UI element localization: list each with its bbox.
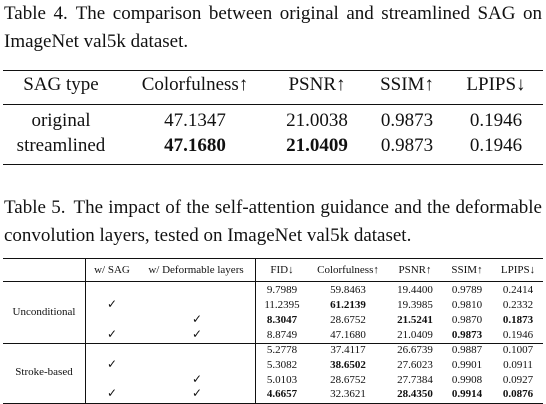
table5-cell-ssim: 0.9789 — [451, 284, 483, 296]
table5-cell-colorfulness: 28.6752 — [330, 374, 366, 386]
table5-vline-2 — [255, 258, 256, 403]
table5-cell-colorfulness: 38.6502 — [330, 359, 366, 371]
table5-cell-fid: 9.7989 — [266, 284, 298, 296]
table4-cell-type: original — [31, 110, 91, 131]
table5-sag-check: ✓ — [106, 327, 118, 341]
table5-cell-fid: 5.3082 — [266, 359, 298, 371]
table5-cell-lpips: 0.0911 — [503, 359, 533, 371]
table5-cell-fid: 5.2778 — [266, 344, 298, 356]
table5-label: Table 5. — [4, 197, 66, 218]
table5-header-fid: FID↓ — [270, 264, 294, 276]
table5-cell-psnr: 21.0409 — [397, 329, 433, 341]
table5-header-lpips: LPIPS↓ — [500, 264, 536, 276]
table5-header-psnr: PSNR↑ — [398, 264, 432, 276]
table4-header-rule — [3, 104, 543, 105]
table5-caption: Table 5. The impact of the self-attention… — [4, 194, 542, 250]
table5-group-stroke-based: Stroke-based — [15, 366, 73, 378]
table5-cell-psnr: 28.4350 — [397, 388, 433, 400]
table5-cell-lpips: 0.1007 — [502, 344, 534, 356]
table4-cell-colorfulness: 47.1347 — [164, 110, 226, 131]
table5-cell-ssim: 0.9810 — [451, 299, 483, 311]
table5-cell-ssim: 0.9914 — [451, 388, 483, 400]
table4-caption-text: The comparison between original and stre… — [4, 3, 542, 52]
table5-deform-check: ✓ — [191, 327, 203, 341]
table5-cell-colorfulness: 59.8463 — [330, 284, 366, 296]
table5-deform-check: ✓ — [191, 372, 203, 386]
table4-header-colorfulness: Colorfulness↑ — [141, 74, 249, 95]
table4-cell-lpips: 0.1946 — [469, 110, 523, 131]
table5-header-rule — [3, 281, 543, 282]
table5-caption-text: The impact of the self-attention guidanc… — [4, 197, 542, 246]
table5-cell-lpips: 0.2414 — [502, 284, 534, 296]
table5-cell-lpips: 0.0927 — [502, 374, 534, 386]
table5-cell-fid: 11.2395 — [264, 299, 300, 311]
table5-deform-check: ✓ — [191, 312, 203, 326]
table5-sag-check: ✓ — [106, 297, 118, 311]
table5-vline-1 — [85, 258, 86, 403]
table4-caption: Table 4. The comparison between original … — [4, 0, 542, 56]
table5-cell-colorfulness: 47.1680 — [330, 329, 366, 341]
table5-cell-colorfulness: 61.2139 — [330, 299, 366, 311]
table5-cell-ssim: 0.9887 — [451, 344, 483, 356]
table5-header-colorfulness: Colorfulness↑ — [317, 264, 379, 276]
table5-cell-psnr: 26.6739 — [397, 344, 433, 356]
table5-cell-colorfulness: 37.4117 — [330, 344, 366, 356]
table4-cell-ssim: 0.9873 — [380, 110, 434, 131]
table4-cell-colorfulness: 47.1680 — [164, 135, 226, 156]
table5-sag-check: ✓ — [106, 357, 118, 371]
table4-cell-psnr: 21.0409 — [286, 135, 348, 156]
table5-cell-fid: 8.3047 — [266, 314, 298, 326]
table4-cell-lpips: 0.1946 — [469, 135, 523, 156]
table5-cell-lpips: 0.1873 — [502, 314, 534, 326]
table5-cell-psnr: 27.6023 — [397, 359, 433, 371]
table5-sag-check: ✓ — [106, 386, 118, 400]
table4-cell-ssim: 0.9873 — [380, 135, 434, 156]
table4-header-ssim: SSIM↑ — [380, 74, 434, 95]
table5-cell-fid: 8.8749 — [266, 329, 298, 341]
table5-deform-check: ✓ — [191, 386, 203, 400]
table5-cell-colorfulness: 32.3621 — [330, 388, 366, 400]
table5-cell-psnr: 19.3985 — [397, 299, 433, 311]
table4-cell-type: streamlined — [16, 135, 106, 156]
table4-header-lpips: LPIPS↓ — [466, 74, 526, 95]
table4-header-sag-type: SAG type — [23, 74, 99, 95]
table5-cell-ssim: 0.9870 — [451, 314, 483, 326]
table5-group-unconditional: Unconditional — [12, 306, 76, 318]
table5-header-sag: w/ SAG — [94, 264, 130, 276]
table5-cell-psnr: 19.4400 — [397, 284, 433, 296]
table4-bottom-rule — [3, 164, 543, 165]
table5-cell-ssim: 0.9873 — [451, 329, 483, 341]
table5-cell-lpips: 0.1946 — [502, 329, 534, 341]
table5-header-deformable: w/ Deformable layers — [148, 264, 244, 276]
table5-cell-psnr: 27.7384 — [397, 374, 433, 386]
table5-header-ssim: SSIM↑ — [451, 264, 483, 276]
table4-top-rule — [3, 70, 543, 71]
table5-cell-fid: 5.0103 — [266, 374, 298, 386]
table4-header-psnr: PSNR↑ — [288, 74, 346, 95]
table4-cell-psnr: 21.0038 — [286, 110, 348, 131]
table5-cell-lpips: 0.0876 — [502, 388, 534, 400]
table5-cell-ssim: 0.9908 — [451, 374, 483, 386]
table5-cell-fid: 4.6657 — [266, 388, 298, 400]
table4-label: Table 4. — [4, 3, 68, 24]
table5-cell-lpips: 0.2332 — [502, 299, 534, 311]
table5-top-rule — [3, 258, 543, 259]
table5-cell-ssim: 0.9901 — [451, 359, 483, 371]
table5-cell-psnr: 21.5241 — [397, 314, 433, 326]
table5-group-rule — [3, 343, 543, 344]
table5-cell-colorfulness: 28.6752 — [330, 314, 366, 326]
